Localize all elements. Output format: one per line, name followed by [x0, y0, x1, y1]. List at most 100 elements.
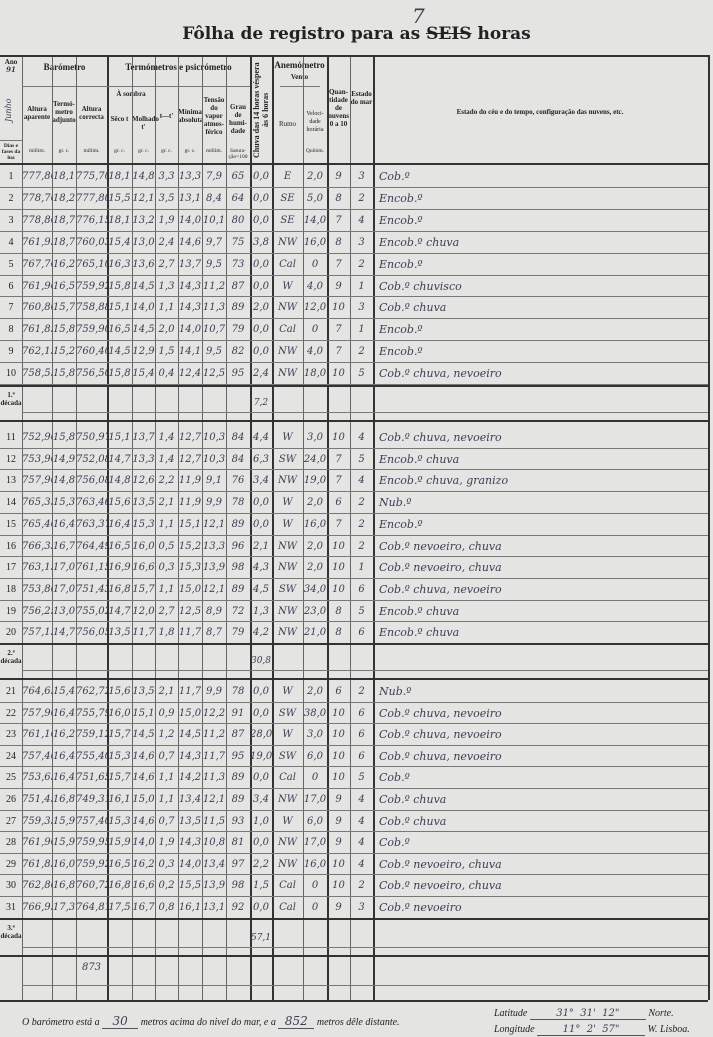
altura-aparente-cell: 765,35 [22, 497, 52, 509]
termometro-adjunto-cell: 15,4 [52, 686, 76, 697]
temp-molhado-cell: 14,0 [132, 837, 155, 849]
chuva-cell: 1,5 [253, 880, 269, 892]
temp-diferenca-cell: 1,4 [158, 453, 175, 465]
row-divider [0, 599, 708, 601]
unit-label: millim. [28, 148, 46, 154]
estado-ceu-cell: Nub.º [379, 496, 412, 510]
nuvens-cell: 8 [335, 192, 342, 204]
chuva-cell: 0,0 [253, 171, 269, 182]
decade-top-rule [0, 385, 708, 387]
altura-correcta-cell: 751,65 [76, 772, 107, 784]
altura-aparente-cell: 753,65 [22, 772, 52, 784]
tensao-vapor-cell: 12,1 [202, 518, 226, 530]
vento-rumo-cell: E [283, 171, 292, 182]
day-number-cell: 3 [8, 214, 14, 226]
tensao-vapor-cell: 13,9 [202, 880, 226, 892]
vento-velocidade-cell: 24,0 [303, 453, 327, 465]
temp-diferenca-cell: 2,4 [158, 236, 175, 248]
decade-bottom-rule [0, 678, 708, 680]
estado-ceu-cell: Cob.º chuva, nevoeiro [379, 749, 502, 763]
day-number-cell: 13 [6, 475, 16, 487]
temp-diferenca-cell: 0,3 [158, 858, 175, 870]
temp-minima-cell: 14,3 [178, 837, 202, 849]
temp-molhado-cell: 16,0 [132, 540, 155, 552]
temp-molhado-cell: 13,2 [132, 214, 155, 226]
grau-humidade-cell: 78 [231, 497, 245, 509]
temp-diferenca-cell: 1,1 [158, 772, 175, 784]
chuva-cell: 28,0 [250, 729, 272, 741]
vento-rumo-cell: NW [277, 858, 298, 870]
temp-molhado-cell: 14,0 [132, 302, 155, 314]
decade-sum-rule [22, 412, 708, 413]
vento-velocidade-cell: 18,0 [303, 368, 327, 380]
grau-humidade-cell: 64 [231, 192, 245, 204]
temp-seco-cell: 16,9 [108, 562, 131, 574]
vento-velocidade-cell: 4,0 [307, 346, 323, 358]
temp-molhado-cell: 13,5 [132, 686, 155, 697]
temp-molhado-cell: 12,6 [132, 475, 155, 487]
temp-seco-cell: 16,5 [108, 540, 131, 552]
nuvens-cell: 10 [332, 583, 345, 595]
altura-correcta-cell: 775,70 [76, 171, 107, 182]
altura-aparente-cell: 753,90 [22, 453, 52, 465]
baro-middle: metros acima do nivel do mar, e a [140, 1017, 276, 1028]
anemometro-header: Anemómetro [274, 60, 325, 70]
vento-rumo-cell: NW [277, 540, 298, 552]
estado-mar-cell: 4 [358, 432, 365, 443]
termometro-adjunto-cell: 16,2 [52, 258, 76, 270]
chuva-cell: 0,0 [253, 214, 269, 226]
vento-velocidade-cell: 17,0 [303, 794, 327, 805]
day-number-cell: 14 [6, 497, 16, 509]
chuva-cell: 0,0 [253, 346, 269, 358]
estado-ceu-cell: Cob.º [379, 836, 410, 850]
vento-velocidade-cell: 23,0 [303, 605, 327, 617]
temp-seco-cell: 15,7 [108, 772, 131, 784]
day-number-cell: 6 [8, 280, 14, 292]
temp-minima-cell: 14,0 [178, 214, 202, 226]
temp-diferenca-cell: 1,9 [158, 214, 175, 226]
vento-velocidade-cell: 2,0 [307, 562, 323, 574]
vento-rumo-cell: SE [280, 192, 295, 204]
tensao-vapor-cell: 9,5 [206, 346, 222, 358]
row-divider [0, 447, 708, 449]
chuva-cell: 0,0 [253, 902, 269, 913]
nuvens-cell: 7 [335, 475, 342, 487]
unit-label: gr. c. [161, 148, 172, 154]
nuvens-cell: 7 [335, 453, 342, 465]
vento-velocidade-cell: 2,0 [307, 540, 323, 552]
row-divider [0, 274, 708, 276]
termometro-adjunto-cell: 15,8 [52, 368, 76, 380]
temp-seco-cell: 15,3 [108, 750, 131, 762]
temp-diferenca-cell: 1,2 [158, 729, 175, 741]
temp-molhado-cell: 15,4 [132, 368, 155, 380]
estado-mar-cell: 6 [358, 583, 365, 595]
column-divider [132, 55, 133, 1000]
day-number-cell: 23 [6, 729, 16, 741]
termometro-adjunto-cell: 16,4 [52, 750, 76, 762]
vento-velocidade-cell: 3,0 [307, 432, 323, 443]
baro-height: 30 [102, 1014, 139, 1029]
chuva-cell: 3,4 [253, 794, 269, 805]
chuva-cell: 1,0 [253, 815, 269, 827]
altura-correcta-cell: 752,08 [76, 453, 107, 465]
altura-correcta-cell: 755,40 [76, 750, 107, 762]
temp-minima-cell: 15,0 [178, 583, 202, 595]
chuva-cell: 0,0 [253, 707, 269, 719]
day-number-cell: 5 [8, 258, 14, 270]
vento-rumo-cell: NW [277, 475, 298, 487]
row-divider [0, 556, 708, 558]
altura-correcta-cell: 765,10 [76, 258, 107, 270]
nuvens-cell: 9 [335, 794, 342, 805]
estado-mar-cell: 2 [358, 346, 365, 358]
vento-rumo-cell: NW [277, 627, 298, 639]
temp-diferenca-cell: 0,4 [158, 368, 175, 380]
vento-velocidade-cell: 6,0 [307, 750, 323, 762]
estado-ceu-cell: Cob.º [379, 771, 410, 785]
grau-humidade-cell: 95 [231, 750, 245, 762]
temp-minima-cell: 12,5 [178, 605, 202, 617]
temp-molhado-cell: 15,1 [132, 707, 155, 719]
altura-correcta-header: Altura correcta [79, 105, 104, 121]
altura-correcta-cell: 763,37 [76, 518, 107, 530]
column-divider [107, 55, 109, 1000]
vento-rumo-cell: W [282, 497, 293, 509]
